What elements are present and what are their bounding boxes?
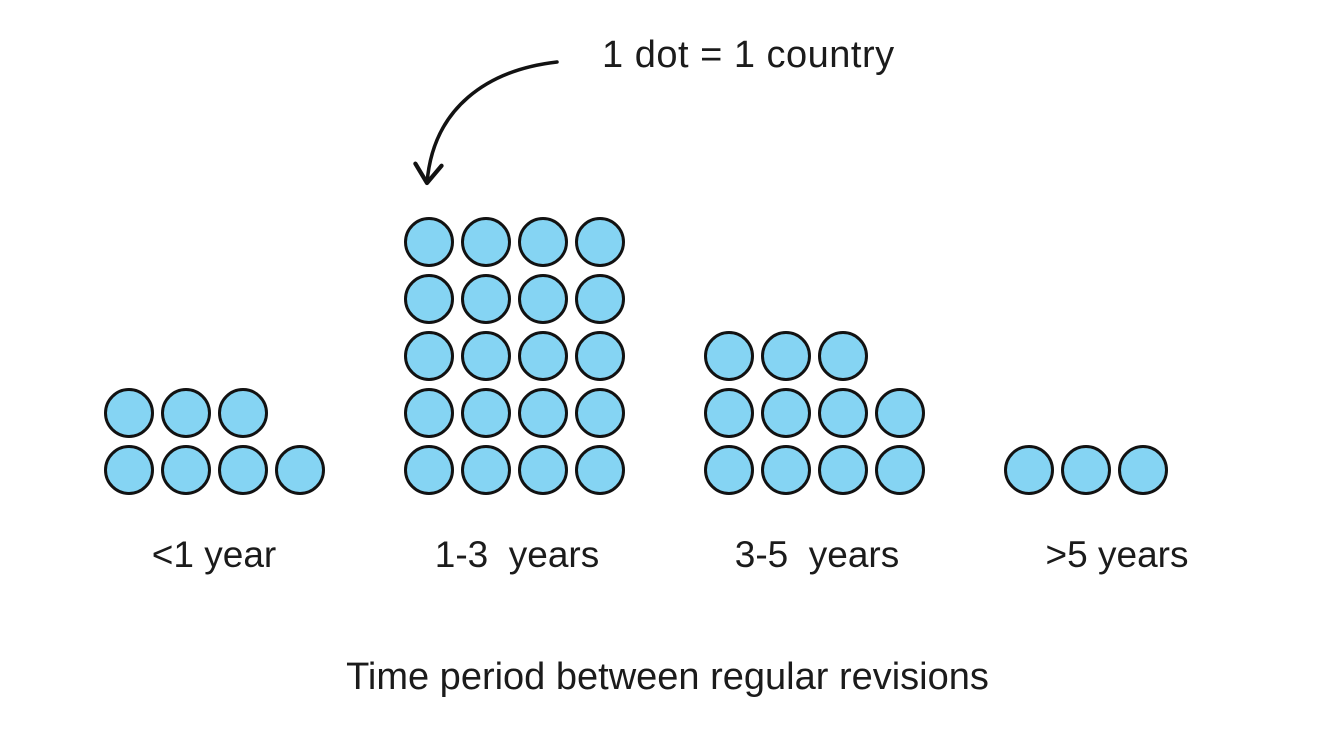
dot [461, 331, 511, 381]
dot [161, 445, 211, 495]
dot-group-4 [1004, 445, 1168, 495]
dot [518, 217, 568, 267]
category-label-4: >5 years [1045, 534, 1189, 575]
dot [275, 445, 325, 495]
dot [404, 331, 454, 381]
dot [818, 331, 868, 381]
dot [1004, 445, 1054, 495]
dot [1118, 445, 1168, 495]
dot-group-2 [404, 217, 625, 495]
category-label-1: <1 year [151, 534, 277, 575]
dot-row [704, 445, 925, 495]
dot [575, 331, 625, 381]
dot [875, 388, 925, 438]
dot [461, 217, 511, 267]
dot-row [404, 331, 625, 381]
dot [818, 388, 868, 438]
category-label-3: 3-5 years [734, 534, 900, 575]
dot [518, 388, 568, 438]
dot [818, 445, 868, 495]
dot [761, 331, 811, 381]
dot-group-3 [704, 331, 925, 495]
dot [404, 274, 454, 324]
dot-row [404, 274, 625, 324]
dot-row [104, 445, 325, 495]
dot [575, 274, 625, 324]
dot [161, 388, 211, 438]
dot-group-1 [104, 388, 325, 495]
dot [404, 445, 454, 495]
dot-row [704, 388, 925, 438]
dot [575, 217, 625, 267]
dot [461, 274, 511, 324]
dot [761, 445, 811, 495]
dot [218, 445, 268, 495]
dot [104, 388, 154, 438]
category-label-2: 1-3 years [434, 534, 600, 575]
dot [518, 274, 568, 324]
dot [461, 445, 511, 495]
dot [575, 445, 625, 495]
dot [104, 445, 154, 495]
dot [704, 331, 754, 381]
dot [518, 445, 568, 495]
dot [704, 445, 754, 495]
dot [875, 445, 925, 495]
legend-annotation: 1 dot = 1 country [602, 34, 895, 76]
dot-row [1004, 445, 1168, 495]
dot-row [404, 217, 625, 267]
dot-row [704, 331, 925, 381]
chart-title: Time period between regular revisions [346, 656, 989, 698]
dot [518, 331, 568, 381]
dot [404, 217, 454, 267]
dot [404, 388, 454, 438]
dot-row [404, 445, 625, 495]
dot [218, 388, 268, 438]
dot [1061, 445, 1111, 495]
dot-row [404, 388, 625, 438]
dot [761, 388, 811, 438]
dot-row [104, 388, 325, 438]
dot [575, 388, 625, 438]
dot [461, 388, 511, 438]
dot [704, 388, 754, 438]
